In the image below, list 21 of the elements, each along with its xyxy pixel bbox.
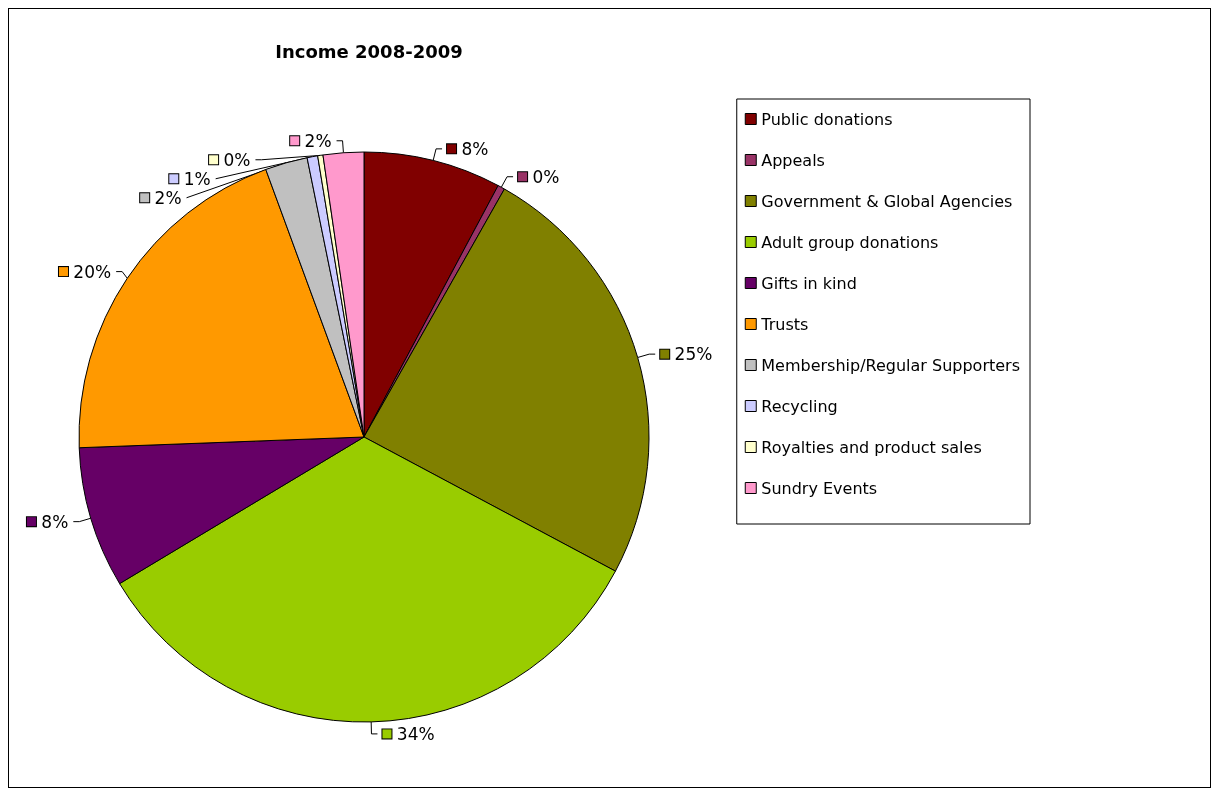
data-label: 25% <box>669 344 713 365</box>
legend-label: Government & Global Agencies <box>761 191 1013 211</box>
chart-title: Income 2008-2009 <box>275 40 463 62</box>
data-label: 0% <box>218 149 251 170</box>
legend-label: Gifts in kind <box>761 273 857 293</box>
data-label: 34% <box>391 723 435 744</box>
data-label: 8% <box>35 511 69 532</box>
data-label: 2% <box>149 187 182 208</box>
legend-label: Trusts <box>760 314 809 334</box>
data-label: 1% <box>178 168 211 189</box>
data-label: 20% <box>67 261 112 282</box>
data-label: 0% <box>527 166 560 187</box>
legend-label: Membership/Regular Supporters <box>761 355 1021 375</box>
data-label: 2% <box>299 130 332 151</box>
legend-label: Royalties and product sales <box>761 437 982 457</box>
legend-label: Sundry Events <box>761 478 878 498</box>
data-label: 8% <box>456 138 489 159</box>
legend-label: Adult group donations <box>761 232 939 252</box>
legend-label: Appeals <box>761 150 825 170</box>
legend-label: Recycling <box>761 396 838 416</box>
legend-label: Public donations <box>761 109 893 129</box>
